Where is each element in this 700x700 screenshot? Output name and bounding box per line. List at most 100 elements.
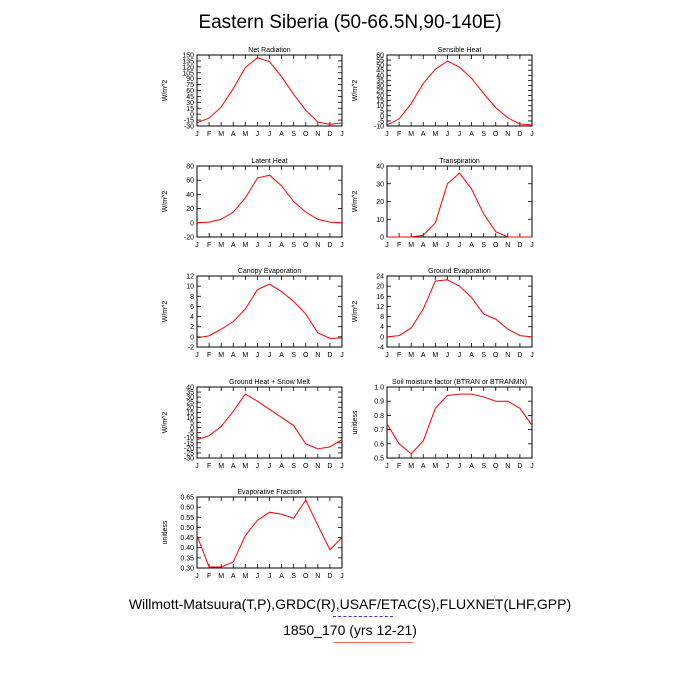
y-tick-label: 0.5 [374, 456, 384, 463]
plot-frame [196, 165, 343, 238]
y-tick-label: 0.8 [374, 413, 384, 420]
x-tick-label: A [279, 131, 284, 138]
y-tick-label: 30 [186, 395, 194, 402]
y-axis-label: unitless [162, 520, 169, 544]
x-tick-label: S [291, 463, 296, 470]
y-tick-label: -5 [378, 118, 384, 125]
x-tick-label: M [432, 242, 438, 249]
x-tick-label: M [218, 573, 224, 580]
x-tick-label: J [530, 131, 534, 138]
x-tick-label: S [291, 573, 296, 580]
x-tick-label: J [458, 352, 462, 359]
y-tick-label: 0 [190, 112, 194, 119]
y-tick-label: -20 [184, 445, 194, 452]
x-tick-label: J [195, 573, 199, 580]
y-tick-label: 0 [380, 334, 384, 341]
plot-frame [386, 165, 533, 238]
x-tick-label: A [469, 463, 474, 470]
panel-title: Net Radiation [248, 47, 291, 54]
series-line [386, 393, 533, 455]
x-tick-label: J [268, 463, 272, 470]
y-tick-label: 6 [190, 304, 194, 311]
x-tick-label: M [218, 131, 224, 138]
x-tick-label: A [469, 242, 474, 249]
y-tick-label: 5 [380, 108, 384, 115]
x-tick-label: J [268, 242, 272, 249]
x-tick-label: J [340, 573, 344, 580]
x-tick-label: D [517, 242, 522, 249]
y-tick-label: -2 [188, 345, 194, 352]
x-tick-label: J [256, 352, 260, 359]
x-tick-label: J [195, 242, 199, 249]
source-caption: Willmott-Matsuura(T,P),GRDC(R),USAF/ETAC… [128, 596, 572, 612]
y-tick-label: 45 [376, 68, 384, 75]
x-tick-label: J [458, 131, 462, 138]
x-tick-label: J [446, 352, 450, 359]
y-tick-label: -30 [184, 456, 194, 463]
y-tick-label: 75 [186, 82, 194, 89]
plot-frame [196, 275, 343, 348]
panel-title: Ground Heat + Snow Melt [229, 379, 310, 386]
x-tick-label: F [207, 573, 211, 580]
y-tick-label: -4 [378, 345, 384, 352]
y-tick-label: 0.55 [180, 515, 194, 522]
panel-title: Evaporative Fraction [237, 489, 301, 496]
x-tick-label: J [385, 242, 389, 249]
x-tick-label: J [385, 131, 389, 138]
panel-title: Sensible Heat [438, 47, 482, 54]
y-tick-label: 20 [376, 93, 384, 100]
x-tick-label: J [530, 463, 534, 470]
x-tick-label: M [408, 352, 414, 359]
x-tick-label: A [231, 242, 236, 249]
y-tick-label: 50 [376, 63, 384, 70]
y-tick-label: 15 [186, 106, 194, 113]
y-tick-label: 10 [186, 284, 194, 291]
x-tick-label: A [279, 242, 284, 249]
y-tick-label: 15 [376, 98, 384, 105]
y-tick-label: 40 [186, 385, 194, 392]
y-axis-label: W/m^2 [162, 412, 169, 434]
x-tick-label: D [327, 242, 332, 249]
y-tick-label: 30 [376, 83, 384, 90]
y-axis-label: W/m^2 [162, 191, 169, 213]
x-tick-label: A [469, 352, 474, 359]
y-tick-label: 45 [186, 94, 194, 101]
x-tick-label: N [315, 242, 320, 249]
x-tick-label: J [268, 131, 272, 138]
y-tick-label: 10 [376, 103, 384, 110]
panel-title: Canopy Evaporation [238, 268, 302, 275]
plot-frame [386, 54, 533, 127]
x-tick-label: A [421, 242, 426, 249]
x-tick-label: J [530, 352, 534, 359]
y-axis-label: W/m^2 [162, 301, 169, 323]
y-tick-label: 60 [186, 178, 194, 185]
x-tick-label: N [505, 352, 510, 359]
y-tick-label: -15 [184, 440, 194, 447]
panel-title: Ground Evaporation [428, 268, 491, 275]
y-tick-label: 0.9 [374, 399, 384, 406]
x-tick-label: M [242, 352, 248, 359]
y-tick-label: 10 [376, 217, 384, 224]
y-tick-label: -10 [184, 435, 194, 442]
x-tick-label: N [505, 463, 510, 470]
y-tick-label: 35 [376, 78, 384, 85]
x-tick-label: N [315, 352, 320, 359]
y-tick-label: -10 [374, 124, 384, 131]
x-tick-label: O [303, 463, 309, 470]
x-tick-label: D [517, 131, 522, 138]
chart-panel: Net Radiation W/m^2 -30-150153045607590105… [162, 47, 344, 138]
x-tick-label: J [256, 573, 260, 580]
x-tick-label: M [218, 352, 224, 359]
y-tick-label: 60 [376, 53, 384, 60]
x-tick-label: J [446, 131, 450, 138]
x-tick-label: M [432, 463, 438, 470]
y-tick-label: 20 [186, 206, 194, 213]
x-tick-label: S [291, 242, 296, 249]
series-line [386, 279, 533, 338]
x-tick-label: O [303, 352, 309, 359]
y-axis-label: W/m^2 [352, 301, 359, 323]
x-tick-label: N [315, 573, 320, 580]
panel-title: Latent Heat [251, 158, 287, 165]
